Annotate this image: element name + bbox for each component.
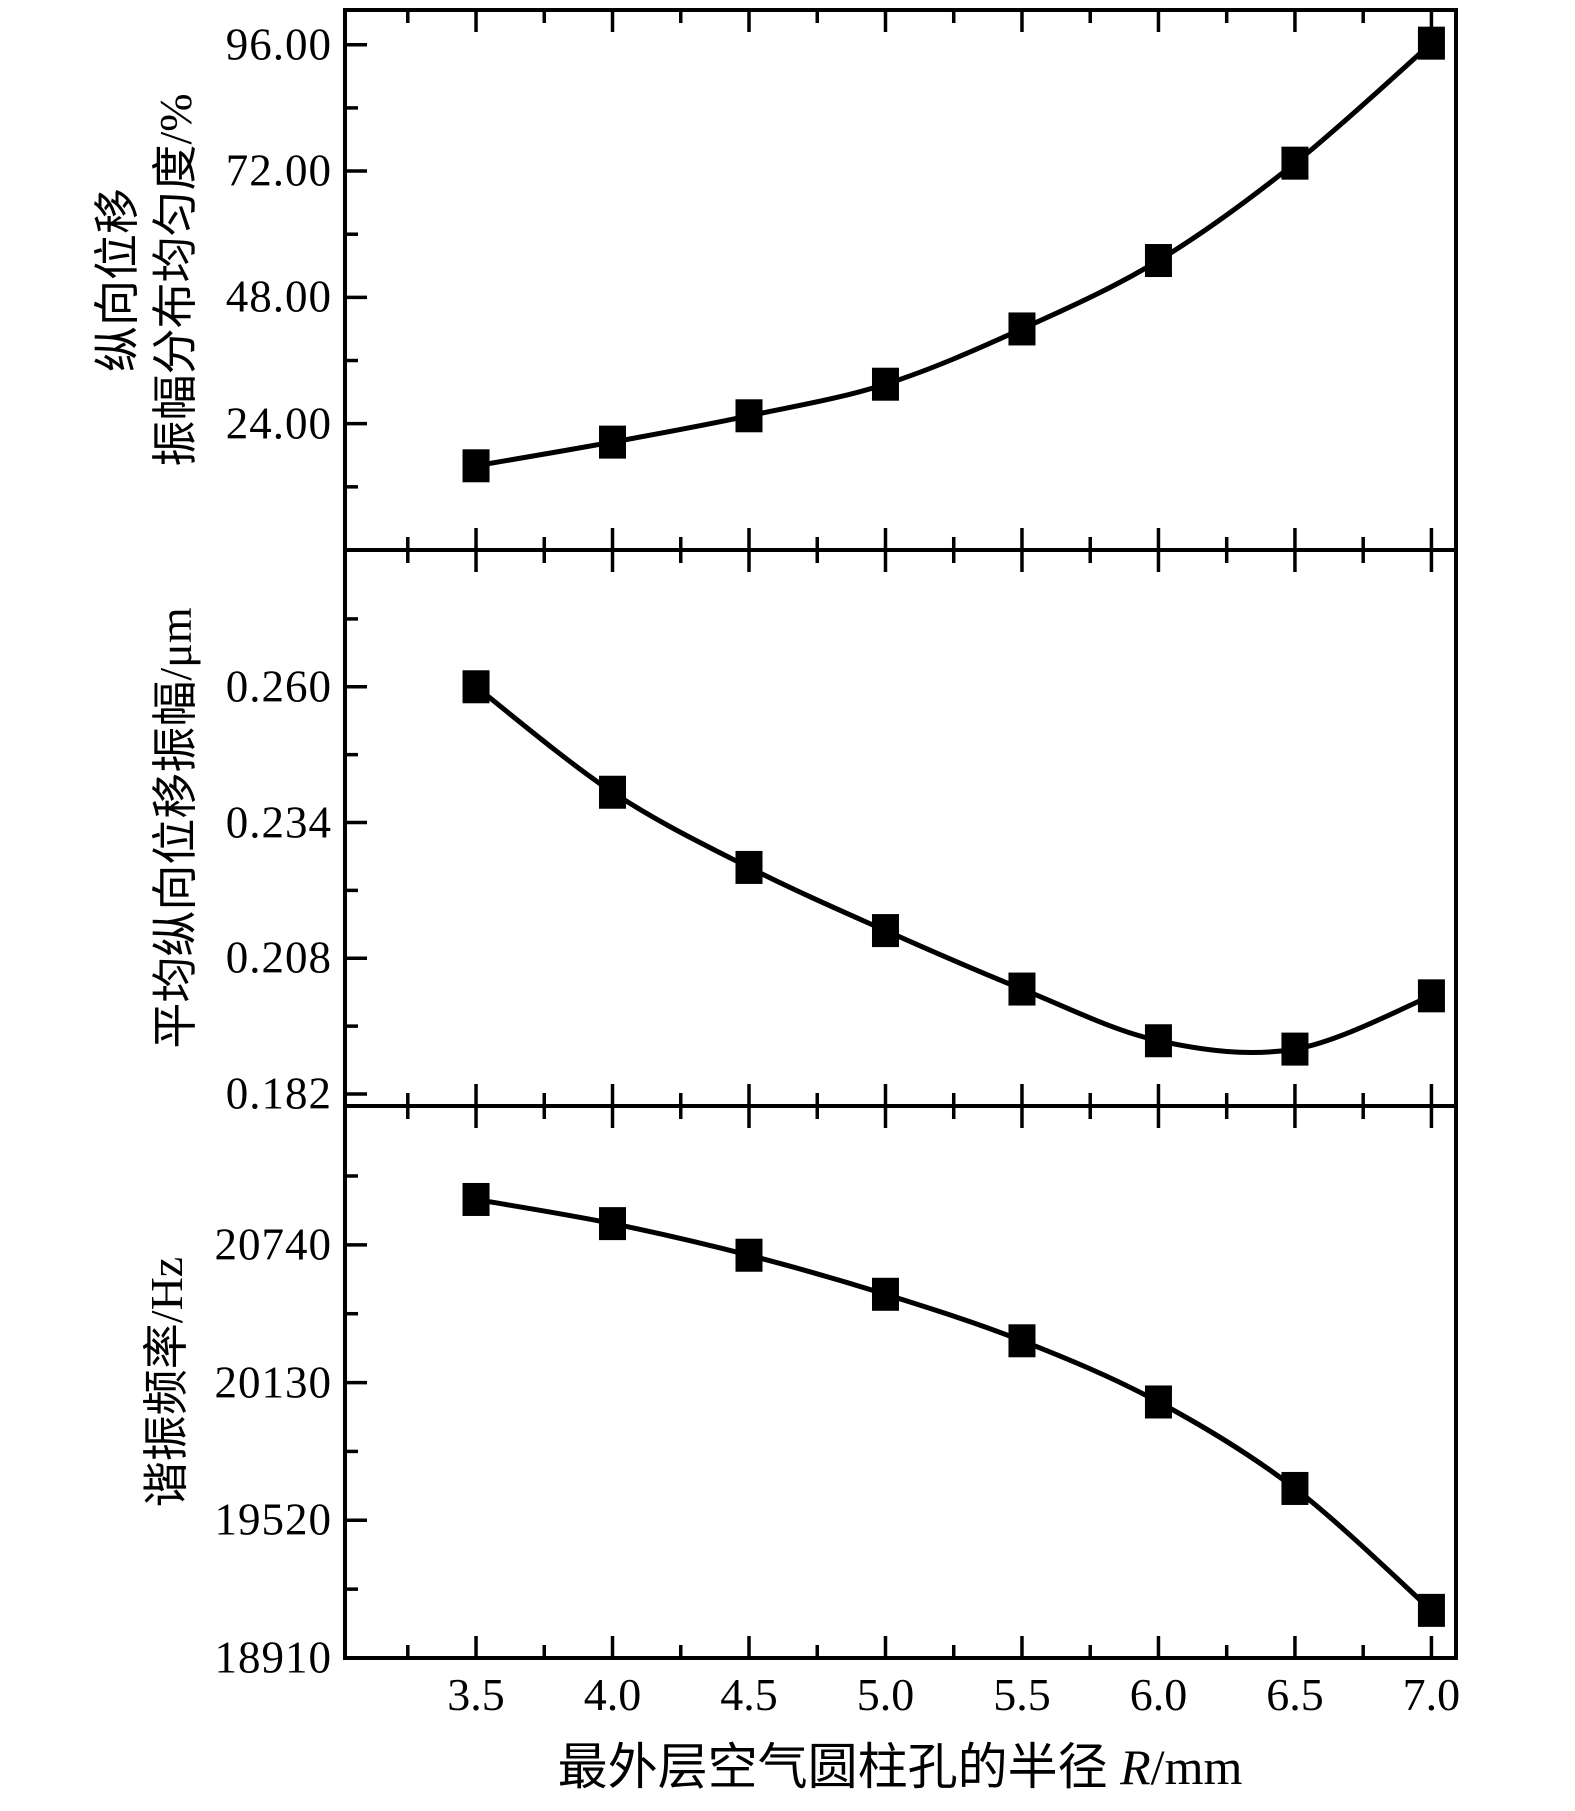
y-axis-title-middle-text: 平均纵向位移振幅/μm <box>150 607 202 1049</box>
data-marker-resonance-frequency <box>1281 1471 1309 1505</box>
data-marker-mean-longitudinal-displacement-amplitude <box>1008 972 1036 1006</box>
series-line-resonance-frequency <box>475 1197 1434 1613</box>
x-axis-title-symbol: R <box>1120 1739 1151 1795</box>
y-tick-label-resonance-frequency: 18910 <box>214 1632 332 1683</box>
panel-frame-resonance-frequency <box>343 1104 1458 1660</box>
x-tick-label: 5.0 <box>856 1669 915 1720</box>
data-marker-mean-longitudinal-displacement-amplitude <box>1417 979 1445 1013</box>
data-marker-mean-longitudinal-displacement-amplitude <box>871 914 899 948</box>
x-tick-label: 7.0 <box>1402 1669 1461 1720</box>
data-marker-resonance-frequency <box>599 1207 627 1241</box>
y-tick-label-longitudinal-displacement-uniformity: 48.00 <box>225 271 332 322</box>
data-marker-longitudinal-displacement-uniformity <box>1144 244 1172 278</box>
data-marker-resonance-frequency <box>1008 1324 1036 1358</box>
x-tick-label: 4.0 <box>583 1669 642 1720</box>
data-marker-longitudinal-displacement-uniformity <box>871 367 899 401</box>
data-marker-longitudinal-displacement-uniformity <box>599 425 627 459</box>
data-marker-longitudinal-displacement-uniformity <box>462 449 490 483</box>
x-tick-label: 6.0 <box>1129 1669 1188 1720</box>
y-tick-label-mean-longitudinal-displacement-amplitude: 0.182 <box>225 1068 332 1119</box>
y-axis-title-top-panel: 纵向位移 振幅分布均匀度/% <box>89 93 205 466</box>
y-tick-label-resonance-frequency: 19520 <box>214 1494 332 1545</box>
data-marker-mean-longitudinal-displacement-amplitude <box>1281 1032 1309 1066</box>
y-axis-title-top-line1: 纵向位移 <box>92 188 144 373</box>
data-marker-resonance-frequency <box>1417 1593 1445 1627</box>
y-tick-label-mean-longitudinal-displacement-amplitude: 0.260 <box>225 661 332 712</box>
panel-frame-longitudinal-displacement-uniformity <box>343 8 1458 552</box>
x-tick-label: 6.5 <box>1266 1669 1324 1720</box>
data-marker-longitudinal-displacement-uniformity <box>1008 312 1036 346</box>
y-tick-label-longitudinal-displacement-uniformity: 24.00 <box>225 398 332 449</box>
y-tick-label-mean-longitudinal-displacement-amplitude: 0.208 <box>225 932 332 983</box>
y-axis-title-top-line2: 振幅分布均匀度/% <box>150 93 201 467</box>
series-line-longitudinal-displacement-uniformity <box>475 41 1434 469</box>
data-marker-longitudinal-displacement-uniformity <box>1281 146 1309 180</box>
x-tick-label: 4.5 <box>720 1669 778 1720</box>
data-marker-resonance-frequency <box>462 1182 490 1216</box>
data-marker-longitudinal-displacement-uniformity <box>1417 26 1445 60</box>
y-axis-title-middle-panel: 平均纵向位移振幅/μm <box>147 607 205 1048</box>
y-axis-title-bottom-panel: 谐振频率/Hz <box>138 1257 196 1507</box>
data-marker-mean-longitudinal-displacement-amplitude <box>1144 1024 1172 1058</box>
y-tick-label-resonance-frequency: 20130 <box>214 1357 332 1408</box>
y-tick-label-mean-longitudinal-displacement-amplitude: 0.234 <box>225 797 332 848</box>
y-tick-label-resonance-frequency: 20740 <box>214 1219 332 1270</box>
data-marker-mean-longitudinal-displacement-amplitude <box>735 850 763 884</box>
y-tick-label-longitudinal-displacement-uniformity: 96.00 <box>225 19 332 70</box>
data-marker-mean-longitudinal-displacement-amplitude <box>462 670 490 704</box>
data-marker-resonance-frequency <box>1144 1385 1172 1419</box>
x-tick-label: 5.5 <box>993 1669 1051 1720</box>
series-line-mean-longitudinal-displacement-amplitude <box>474 684 1433 1055</box>
data-marker-resonance-frequency <box>735 1238 763 1272</box>
x-tick-label: 3.5 <box>447 1669 505 1720</box>
data-marker-mean-longitudinal-displacement-amplitude <box>599 775 627 809</box>
x-axis-title-prefix: 最外层空气圆柱孔的半径 <box>557 1739 1121 1795</box>
y-axis-title-bottom-text: 谐振频率/Hz <box>141 1256 193 1508</box>
y-tick-label-longitudinal-displacement-uniformity: 72.00 <box>225 145 332 196</box>
data-marker-resonance-frequency <box>871 1277 899 1311</box>
data-marker-longitudinal-displacement-uniformity <box>735 399 763 433</box>
panel-frame-mean-longitudinal-displacement-amplitude <box>343 548 1458 1108</box>
x-axis-title: 最外层空气圆柱孔的半径 R/mm <box>558 1742 1243 1792</box>
x-axis-title-suffix: /mm <box>1150 1739 1243 1795</box>
